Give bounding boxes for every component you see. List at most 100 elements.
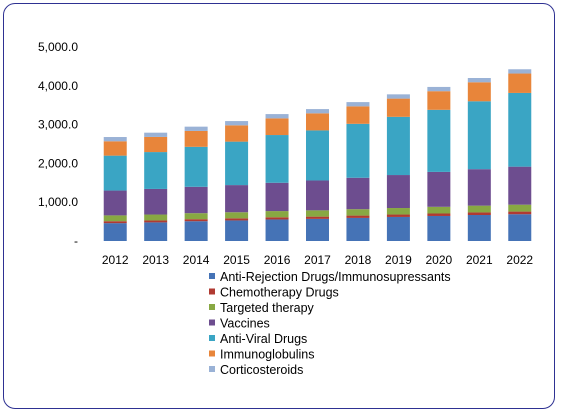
legend-swatch [209, 335, 215, 341]
bar-segment [184, 221, 208, 241]
bar-segment [184, 146, 208, 187]
bar-segment [508, 211, 532, 215]
bar-segment [225, 212, 249, 219]
x-tick-label: 2013 [142, 253, 169, 267]
x-tick-label: 2014 [183, 253, 210, 267]
bar-segment [265, 211, 289, 218]
bar-segment [427, 91, 451, 110]
bar-segment [467, 169, 491, 206]
bar-segment [225, 218, 249, 221]
bar-segment [265, 135, 289, 183]
bar-segment [184, 130, 208, 147]
bar-segment [508, 92, 532, 167]
bar-segment [225, 220, 249, 241]
bar-segment [225, 185, 249, 213]
bar-segment [386, 214, 410, 217]
bar-segment [103, 137, 127, 142]
bar-segment [346, 177, 370, 210]
bar-segment [103, 141, 127, 156]
bar-segment [427, 86, 451, 92]
bar-segment [467, 82, 491, 102]
legend-swatch [209, 288, 215, 295]
legend-label: Chemotherapy Drugs [220, 286, 339, 300]
x-tick-label: 2022 [506, 253, 533, 267]
legend-swatch [209, 366, 215, 372]
legend-swatch [209, 304, 215, 310]
bar-segment [427, 213, 451, 216]
bar-segment [225, 121, 249, 126]
bar-segment [427, 206, 451, 214]
y-tick-label: 2,000.0 [38, 156, 78, 170]
bar-segment [306, 109, 329, 114]
x-tick-label: 2016 [264, 253, 291, 267]
bar-segment [346, 102, 370, 107]
bar-segment [306, 113, 329, 131]
legend-label: Corticosteroids [220, 363, 303, 377]
y-tick-label: 5,000.0 [38, 40, 78, 54]
bar-segment [427, 215, 451, 241]
bar-segment [346, 106, 370, 124]
bar-segment [225, 141, 249, 186]
legend-label: Targeted therapy [220, 301, 315, 315]
bar-segment [306, 210, 329, 217]
bar-segment [265, 217, 289, 220]
bar-segment [508, 204, 532, 212]
bar-segment [184, 126, 208, 131]
bar-segment [103, 190, 127, 216]
bar-segment [144, 220, 168, 223]
bar-segment [103, 155, 127, 191]
bar-segment [346, 123, 370, 178]
bar-segment [144, 214, 168, 221]
bar-segment [103, 221, 127, 224]
bar-segment [508, 214, 532, 241]
bar-segment [103, 215, 127, 222]
legend-swatch [209, 350, 215, 357]
bar-segment [265, 182, 289, 212]
bar-segment [467, 78, 491, 83]
x-tick-label: 2018 [345, 253, 372, 267]
bar-segment [508, 69, 532, 74]
bar-segment [427, 109, 451, 172]
legend-swatch [209, 319, 215, 326]
bar-segment [265, 114, 289, 119]
bar-segment [386, 116, 410, 176]
x-tick-label: 2019 [385, 253, 412, 267]
x-tick-label: 2020 [426, 253, 453, 267]
y-tick-label: - [74, 234, 78, 248]
y-tick-label: 4,000.0 [38, 79, 78, 93]
bar-segment [386, 216, 410, 241]
bar-segment [306, 180, 329, 211]
bar-segment [386, 98, 410, 117]
bar-segment [386, 94, 410, 99]
bar-segment [306, 216, 329, 219]
bar-segment [346, 215, 370, 218]
x-tick-label: 2017 [304, 253, 331, 267]
bar-segment [144, 188, 168, 215]
legend-label: Immunoglobulins [220, 348, 315, 362]
bar-segment [467, 212, 491, 215]
bar-segment [346, 217, 370, 241]
bar-segment [184, 219, 208, 222]
legend-label: Vaccines [220, 317, 270, 331]
bar-segment [306, 130, 329, 181]
x-tick-label: 2012 [102, 253, 129, 267]
bar-segment [508, 166, 532, 205]
legend-label: Anti-Viral Drugs [220, 332, 307, 346]
bar-segment [306, 218, 329, 241]
bar-segment [225, 125, 249, 142]
bar-segment [184, 186, 208, 214]
legend-swatch [209, 273, 215, 279]
bar-segment [386, 208, 410, 215]
bar-segment [386, 175, 410, 209]
bar-segment [467, 101, 491, 170]
bar-segment [144, 136, 168, 153]
bar-segment [508, 73, 532, 93]
bar-segment [144, 152, 168, 189]
bar-segment [265, 219, 289, 241]
bar-segment [467, 205, 491, 213]
x-tick-label: 2021 [466, 253, 493, 267]
bar-segment [265, 118, 289, 136]
y-tick-label: 1,000.0 [38, 195, 78, 209]
bar-segment [184, 213, 208, 220]
